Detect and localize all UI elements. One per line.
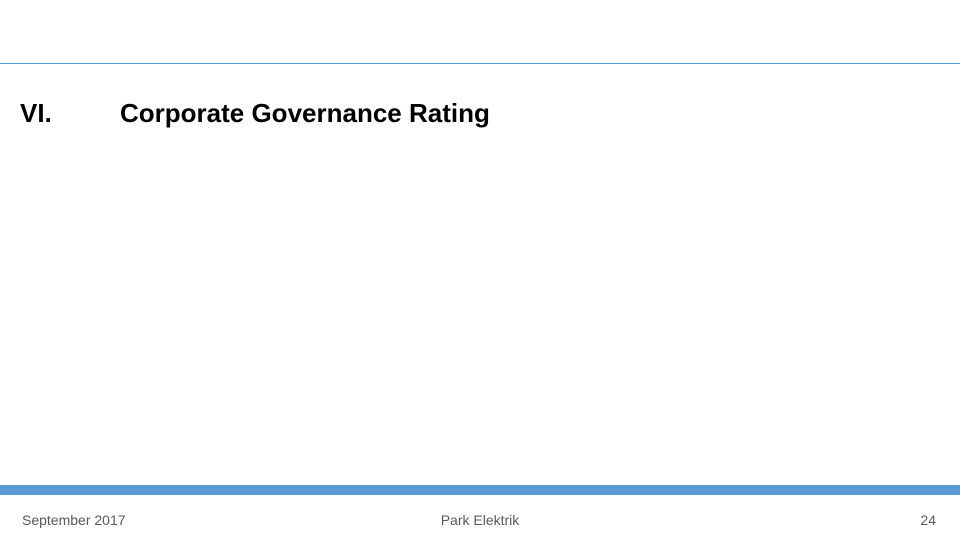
top-divider	[0, 63, 960, 64]
slide: VI. Corporate Governance Rating Septembe…	[0, 0, 960, 540]
bottom-accent-bar	[0, 485, 960, 495]
page-number: 24	[920, 512, 936, 528]
section-number: VI.	[20, 98, 120, 129]
footer-company: Park Elektrik	[0, 512, 960, 528]
heading-row: VI. Corporate Governance Rating	[20, 98, 490, 129]
section-title: Corporate Governance Rating	[120, 98, 490, 129]
